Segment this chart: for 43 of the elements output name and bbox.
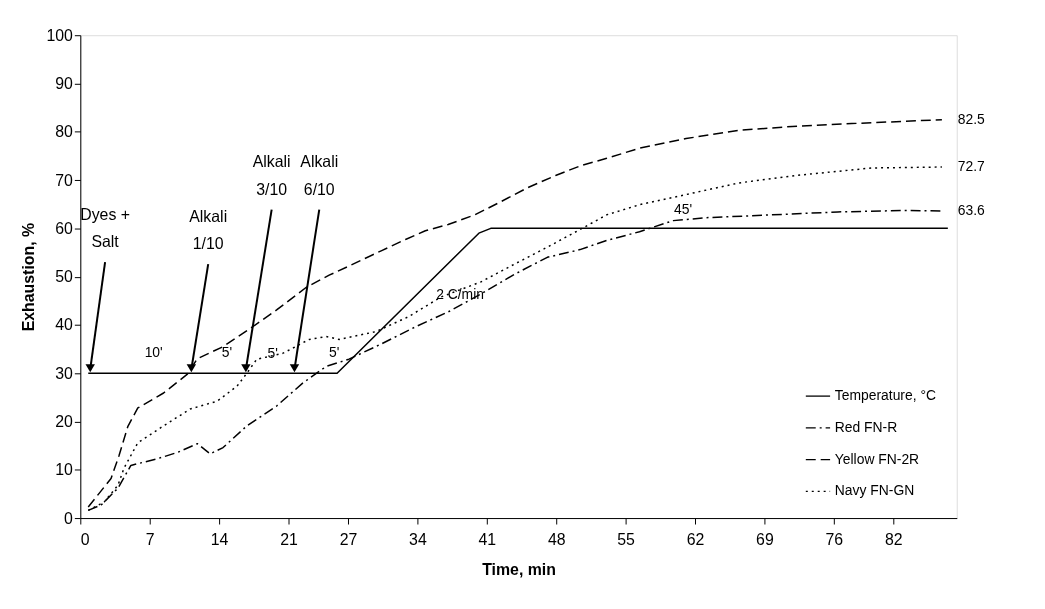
annotation: 45' — [674, 200, 693, 217]
x-tick-label: 34 — [409, 531, 427, 549]
annotation: 5' — [221, 344, 233, 361]
legend-label: Temperature, °C — [834, 387, 936, 404]
x-tick-label: 27 — [339, 531, 358, 549]
x-tick-label: 0 — [80, 531, 90, 549]
y-axis-title: Exhaustion, % — [19, 222, 37, 332]
y-tick-label: 10 — [55, 461, 74, 479]
x-tick-label: 76 — [825, 531, 844, 549]
legend-label: Red FN-R — [834, 418, 898, 435]
y-tick-label: 100 — [46, 26, 74, 44]
y-tick-label: 80 — [55, 123, 74, 141]
y-tick-label: 0 — [64, 509, 74, 527]
annotation: Alkali 3/10 — [252, 152, 291, 198]
data-label: 82.5 — [957, 110, 986, 127]
y-tick-label: 30 — [55, 364, 74, 382]
x-tick-label: 14 — [210, 531, 229, 549]
data-label: 63.6 — [957, 201, 986, 218]
legend-label: Navy FN-GN — [834, 482, 915, 499]
x-tick-label: 62 — [686, 531, 705, 549]
x-tick-label: 82 — [884, 531, 903, 549]
y-tick-label: 20 — [55, 412, 74, 430]
y-tick-label: 60 — [55, 219, 74, 237]
annotation: Alkali 1/10 — [189, 207, 228, 253]
x-tick-label: 55 — [617, 531, 636, 549]
annotation: 5' — [328, 344, 340, 361]
x-tick-label: 7 — [145, 531, 155, 549]
y-tick-label: 90 — [55, 74, 74, 92]
y-tick-label: 50 — [55, 268, 74, 286]
annotation: 10' — [144, 344, 163, 361]
y-tick-label: 70 — [55, 171, 74, 189]
data-label: 72.7 — [957, 158, 986, 174]
x-tick-label: 69 — [756, 531, 774, 549]
annotation: Dyes + Salt — [80, 205, 130, 251]
x-tick-label: 21 — [280, 531, 299, 549]
annotation: 2 C/min — [436, 285, 484, 302]
y-tick-label: 40 — [55, 316, 74, 334]
x-tick-label: 48 — [547, 531, 566, 549]
x-tick-label: 41 — [478, 531, 497, 549]
x-axis-title: Time, min — [482, 561, 556, 579]
annotation: 5' — [267, 344, 278, 361]
annotation: Alkali 6/10 — [300, 152, 339, 198]
legend-label: Yellow FN-2R — [834, 450, 920, 467]
